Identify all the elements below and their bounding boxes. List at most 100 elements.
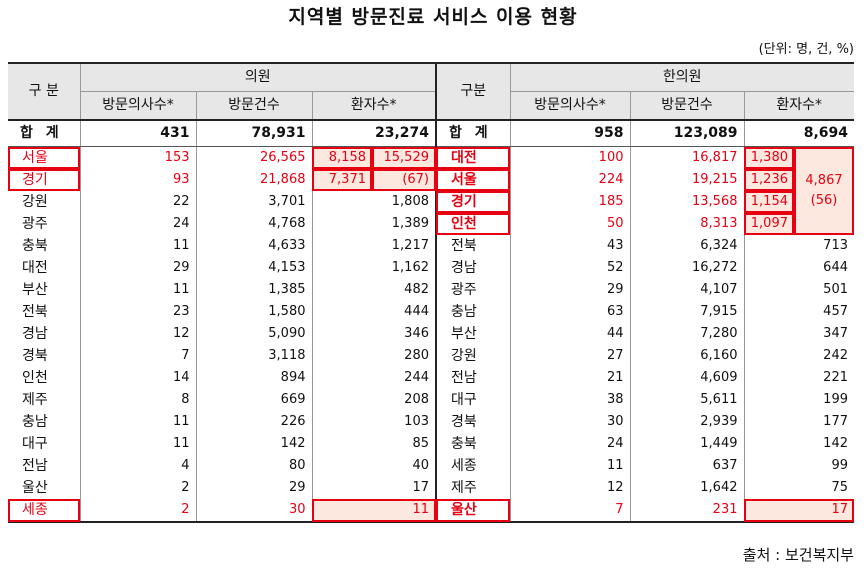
table-row: 인천 14 894 244 전남 21 4,609 221 bbox=[8, 367, 854, 389]
right-patients: 713 bbox=[743, 235, 854, 257]
left-doctors: 11 bbox=[79, 411, 196, 433]
left-visits: 4,153 bbox=[195, 257, 312, 279]
left-patients: 280 bbox=[311, 345, 436, 367]
left-visits: 1,580 bbox=[195, 301, 312, 323]
left-doctors: 8 bbox=[79, 389, 196, 411]
region-right: 제주 bbox=[435, 477, 510, 499]
left-patients: 1,389 bbox=[311, 213, 436, 235]
header-right-doctors: 방문의사수* bbox=[509, 91, 630, 121]
left-patients: 40 bbox=[311, 455, 436, 477]
region-right: 대구 bbox=[435, 389, 510, 411]
right-patients-sum: 4,867 bbox=[805, 173, 843, 188]
right-visits: 7,280 bbox=[629, 323, 744, 345]
region-right: 충북 bbox=[435, 433, 510, 455]
region-left: 제주 bbox=[22, 392, 48, 408]
left-doctors: 11 bbox=[79, 433, 196, 455]
region-right: 광주 bbox=[435, 279, 510, 301]
header-left-patients: 환자수* bbox=[311, 91, 436, 121]
left-patients: 444 bbox=[311, 301, 436, 323]
left-patients: 103 bbox=[311, 411, 436, 433]
left-doctors: 93 bbox=[79, 169, 196, 191]
left-patients: 244 bbox=[311, 367, 436, 389]
total-label-left: 합 계 bbox=[8, 120, 80, 147]
right-patients-split: 1,236 bbox=[743, 169, 794, 191]
region-left: 경남 bbox=[22, 326, 48, 342]
region-left: 대전 bbox=[22, 260, 48, 276]
total-left-doctors: 431 bbox=[79, 120, 196, 147]
right-patients-pct: (56) bbox=[810, 193, 838, 208]
left-patients: 1,217 bbox=[311, 235, 436, 257]
right-doctors: 44 bbox=[509, 323, 630, 345]
right-visits: 1,642 bbox=[629, 477, 744, 499]
header-right-visits: 방문건수 bbox=[629, 91, 744, 121]
left-visits: 4,633 bbox=[195, 235, 312, 257]
table-row: 경남 12 5,090 346 부산 44 7,280 347 bbox=[8, 323, 854, 345]
left-patients: 1,162 bbox=[311, 257, 436, 279]
region-left: 충남 bbox=[22, 414, 48, 430]
region-left: 강원 bbox=[22, 194, 48, 210]
total-right-visits: 123,089 bbox=[629, 120, 744, 147]
right-patients: 75 bbox=[743, 477, 854, 499]
left-doctors: 7 bbox=[79, 345, 196, 367]
left-doctors: 2 bbox=[79, 499, 196, 523]
right-visits: 5,611 bbox=[629, 389, 744, 411]
region-left: 부산 bbox=[22, 282, 48, 298]
right-doctors: 11 bbox=[509, 455, 630, 477]
header-right-patients: 환자수* bbox=[743, 91, 854, 121]
left-patients: 85 bbox=[311, 433, 436, 455]
right-patients: 644 bbox=[743, 257, 854, 279]
header-left-doctors: 방문의사수* bbox=[79, 91, 196, 121]
region-right: 전북 bbox=[435, 235, 510, 257]
header-oriental-clinic: 한의원 bbox=[509, 62, 854, 92]
left-doctors: 22 bbox=[79, 191, 196, 213]
region-left: 경북 bbox=[22, 348, 48, 364]
right-visits: 16,272 bbox=[629, 257, 744, 279]
region-left: 서울 bbox=[8, 146, 80, 169]
table-row: 강원 22 3,701 1,808 경기 185 13,568 1,154 bbox=[8, 191, 854, 213]
right-doctors: 43 bbox=[509, 235, 630, 257]
right-visits: 13,568 bbox=[629, 191, 744, 213]
right-doctors: 100 bbox=[509, 146, 630, 169]
region-right: 전남 bbox=[435, 367, 510, 389]
left-visits: 21,868 bbox=[195, 169, 312, 191]
table-row: 충북 11 4,633 1,217 전북 43 6,324 713 bbox=[8, 235, 854, 257]
right-doctors: 52 bbox=[509, 257, 630, 279]
table-row: 전북 23 1,580 444 충남 63 7,915 457 bbox=[8, 301, 854, 323]
left-doctors: 11 bbox=[79, 235, 196, 257]
table-row: 경기 93 21,868 7,371 (67) 서울 224 19,215 1,236 bbox=[8, 169, 854, 191]
left-doctors: 4 bbox=[79, 455, 196, 477]
right-doctors: 21 bbox=[509, 367, 630, 389]
left-visits: 26,565 bbox=[195, 146, 312, 169]
header-region-right: 구분 bbox=[435, 62, 510, 121]
right-patients: 347 bbox=[743, 323, 854, 345]
region-left: 전북 bbox=[22, 304, 48, 320]
region-right: 경기 bbox=[435, 191, 510, 213]
right-visits: 6,324 bbox=[629, 235, 744, 257]
right-patients-split: 1,097 bbox=[743, 213, 794, 235]
right-patients: 177 bbox=[743, 411, 854, 433]
right-visits: 7,915 bbox=[629, 301, 744, 323]
right-visits: 1,449 bbox=[629, 433, 744, 455]
header-region-left: 구 분 bbox=[8, 62, 80, 121]
right-doctors: 224 bbox=[509, 169, 630, 191]
region-right: 충남 bbox=[435, 301, 510, 323]
left-doctors: 2 bbox=[79, 477, 196, 499]
region-right: 부산 bbox=[435, 323, 510, 345]
right-visits: 637 bbox=[629, 455, 744, 477]
total-right-doctors: 958 bbox=[509, 120, 630, 147]
table-row: 광주 24 4,768 1,389 인천 50 8,313 1,097 bbox=[8, 213, 854, 235]
right-visits: 16,817 bbox=[629, 146, 744, 169]
right-patients: 242 bbox=[743, 345, 854, 367]
total-left-visits: 78,931 bbox=[195, 120, 312, 147]
left-doctors: 12 bbox=[79, 323, 196, 345]
right-doctors: 63 bbox=[509, 301, 630, 323]
left-visits: 894 bbox=[195, 367, 312, 389]
table-row: 서울 153 26,565 8,158 15,529 대전 100 16,817 1,380 4,… bbox=[8, 146, 854, 235]
left-patients-group: (67) bbox=[372, 169, 436, 191]
right-patients: 199 bbox=[743, 389, 854, 411]
left-visits: 3,118 bbox=[195, 345, 312, 367]
region-left: 충북 bbox=[22, 238, 48, 254]
unit-note: (단위: 명, 건, %) bbox=[758, 42, 854, 57]
right-patients: 221 bbox=[743, 367, 854, 389]
left-patients-split: 7,371 bbox=[311, 169, 372, 191]
